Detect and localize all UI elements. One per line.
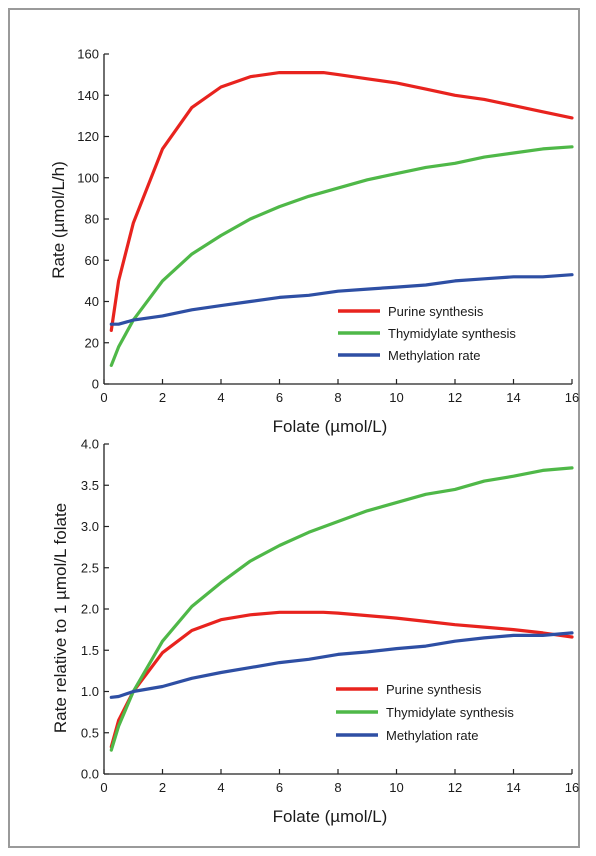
x-tick-label: 0: [100, 390, 107, 405]
legend-label-purine: Purine synthesis: [386, 682, 482, 697]
x-tick-label: 10: [389, 780, 403, 795]
chart-panel-relative: 0 2 4 6 8 10 12 14 16 0.0 0.5 1.0 1.5 2.0 2.5 3.0 3.5 4.0…: [51, 437, 579, 827]
y-tick-label: 80: [85, 212, 99, 227]
x-tick-label: 8: [334, 390, 341, 405]
figure-frame: [8, 8, 580, 848]
legend-label-methylation: Methylation rate: [386, 728, 479, 743]
y-tick-label: 2.0: [81, 602, 99, 617]
series-line-thymidylate: [109, 145, 574, 367]
series-lines-panel-1: [109, 70, 574, 367]
x-tick-label: 8: [334, 780, 341, 795]
x-tick-label: 12: [448, 390, 462, 405]
x-tick-label: 6: [276, 390, 283, 405]
x-tick-label: 16: [565, 390, 579, 405]
y-tick-label: 1.0: [81, 684, 99, 699]
y-tick-label: 60: [85, 253, 99, 268]
y-tick-label: 1.5: [81, 643, 99, 658]
y-tick-label: 100: [77, 170, 99, 185]
series-line-purine: [109, 70, 574, 332]
x-tick-label: 2: [159, 780, 166, 795]
y-tick-label: 40: [85, 294, 99, 309]
y-tick-label: 4.0: [81, 437, 99, 452]
x-axis-label: Folate (µmol/L): [273, 807, 388, 826]
x-tick-label: 2: [159, 390, 166, 405]
y-tick-label: 120: [77, 129, 99, 144]
y-tick-label: 0: [92, 377, 99, 392]
y-tick-label: 0.5: [81, 725, 99, 740]
series-lines-panel-2: [109, 466, 574, 752]
y-tick-label: 3.5: [81, 478, 99, 493]
x-axis-label: Folate (µmol/L): [273, 417, 388, 436]
legend-label-purine: Purine synthesis: [388, 304, 484, 319]
x-tick-label: 6: [276, 780, 283, 795]
y-tick-label: 140: [77, 88, 99, 103]
y-tick-label: 2.5: [81, 560, 99, 575]
y-axis-label: Rate relative to 1 µmol/L folate: [51, 503, 70, 733]
legend-label-thymidylate: Thymidylate synthesis: [386, 705, 514, 720]
legend-panel-2: Purine synthesis Thymidylate synthesis M…: [336, 682, 514, 743]
x-tick-label: 4: [217, 390, 224, 405]
y-tick-label: 3.0: [81, 519, 99, 534]
x-tick-label: 10: [389, 390, 403, 405]
x-tick-label: 14: [506, 780, 520, 795]
legend-label-methylation: Methylation rate: [388, 348, 481, 363]
series-line-thymidylate: [109, 466, 574, 752]
legend-label-thymidylate: Thymidylate synthesis: [388, 326, 516, 341]
series-line-methylation: [109, 631, 574, 699]
x-tick-label: 4: [217, 780, 224, 795]
y-axis-label: Rate (µmol/L/h): [49, 161, 68, 279]
series-line-methylation: [109, 273, 574, 326]
y-tick-label: 160: [77, 47, 99, 62]
legend-panel-1: Purine synthesis Thymidylate synthesis M…: [338, 304, 516, 363]
series-line-purine: [109, 610, 574, 749]
axes-panel-2: 0 2 4 6 8 10 12 14 16 0.0 0.5 1.0 1.5 2.0 2.5 3.0 3.5 4.0: [81, 437, 579, 796]
x-tick-label: 0: [100, 780, 107, 795]
y-tick-label: 0.0: [81, 767, 99, 782]
y-tick-label: 20: [85, 335, 99, 350]
x-tick-label: 14: [506, 390, 520, 405]
x-tick-label: 16: [565, 780, 579, 795]
x-tick-label: 12: [448, 780, 462, 795]
